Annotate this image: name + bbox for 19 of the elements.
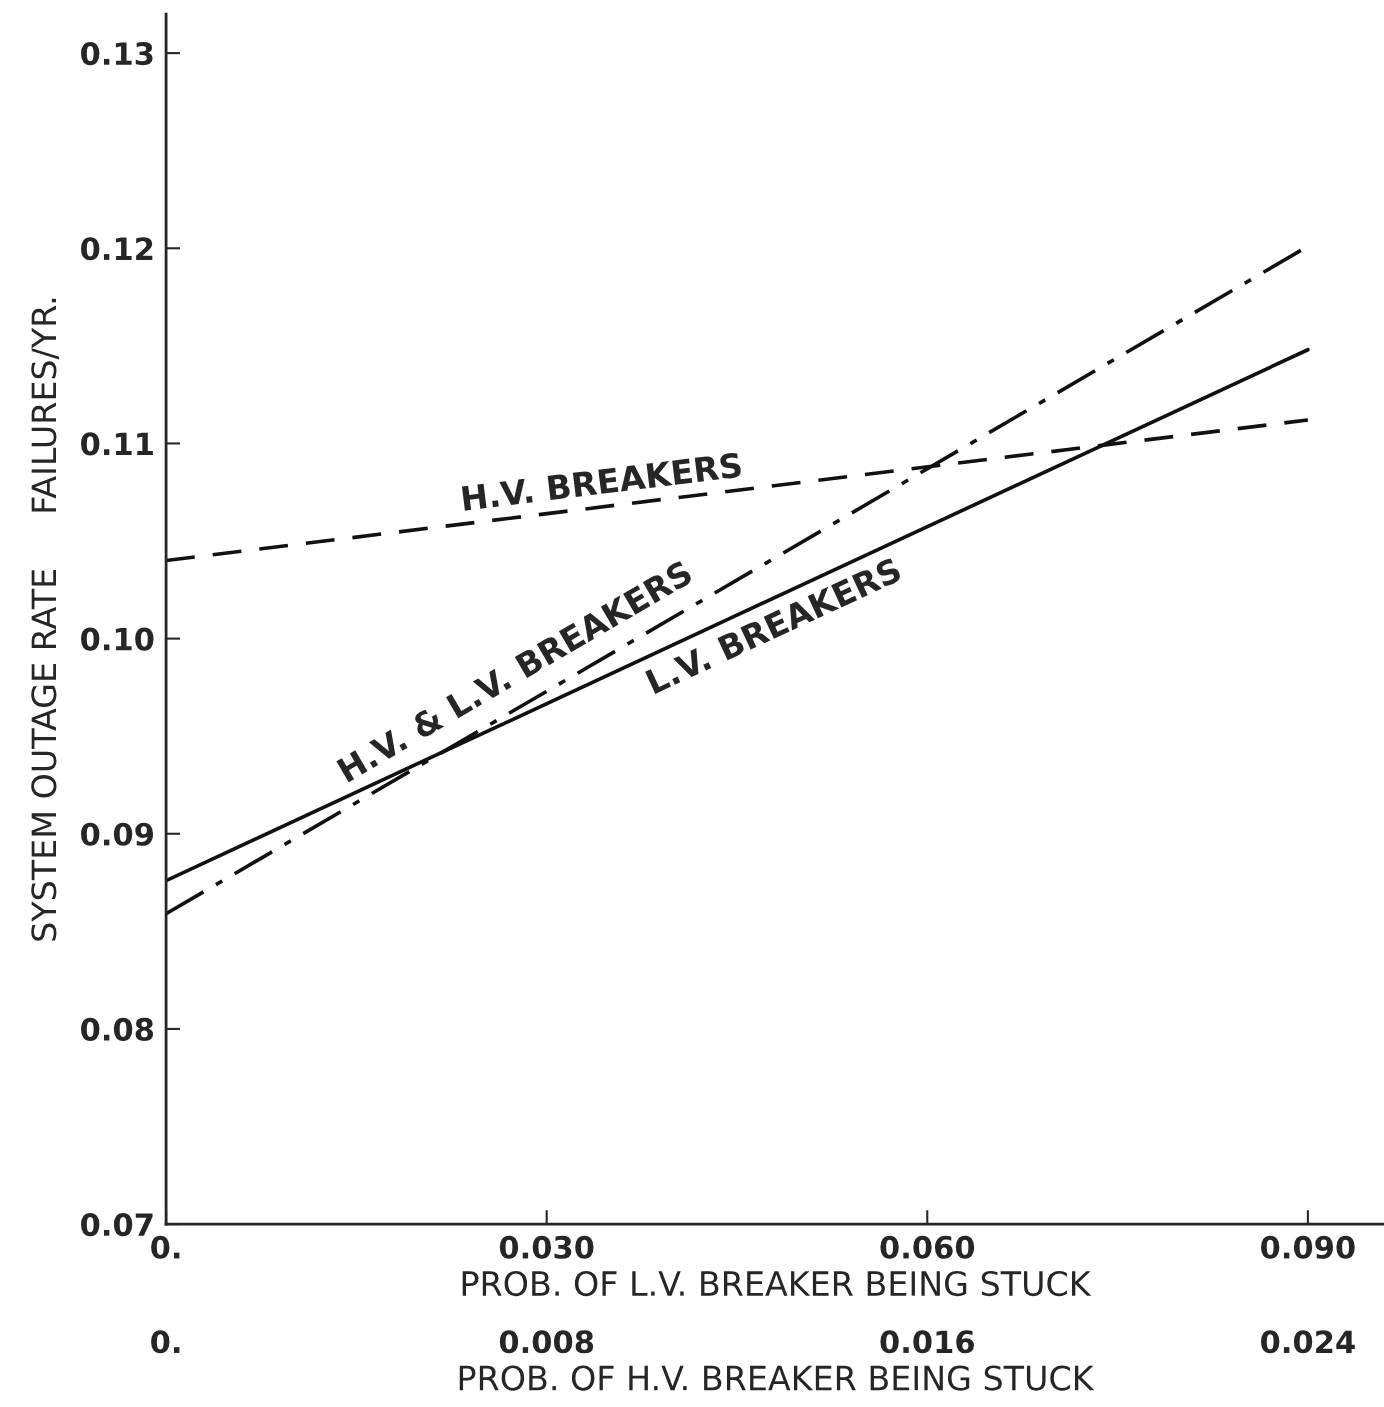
x2-tick-label: 0.008: [499, 1330, 594, 1354]
x-tick-label: 0.030: [499, 1235, 594, 1259]
y-tick-label: 0.12: [81, 237, 153, 261]
y-tick-label: 0.13: [81, 42, 153, 66]
y-axis-title: SYSTEM OUTAGE RATE FAILURES/YR.: [31, 298, 60, 941]
x-tick-label: 0.: [151, 1235, 180, 1259]
y-tick-label: 0.10: [81, 627, 154, 651]
x-axis-title: PROB. OF L.V. BREAKER BEING STUCK: [462, 1270, 1092, 1297]
x2-tick-label: 0.024: [1261, 1330, 1355, 1354]
x2-tick-label: 0.: [151, 1330, 180, 1354]
y-tick-label: 0.07: [81, 1213, 153, 1237]
x-tick-label: 0.090: [1261, 1235, 1355, 1259]
x2-tick-label: 0.016: [880, 1330, 974, 1354]
x2-axis-title: PROB. OF H.V. BREAKER BEING STUCK: [459, 1365, 1095, 1391]
x-tick-label: 0.060: [880, 1235, 975, 1259]
y-tick-label: 0.08: [81, 1017, 154, 1041]
y-tick-label: 0.09: [81, 822, 154, 846]
annotation: H.V. BREAKERS: [461, 452, 742, 512]
y-tick-label: 0.11: [81, 432, 153, 456]
